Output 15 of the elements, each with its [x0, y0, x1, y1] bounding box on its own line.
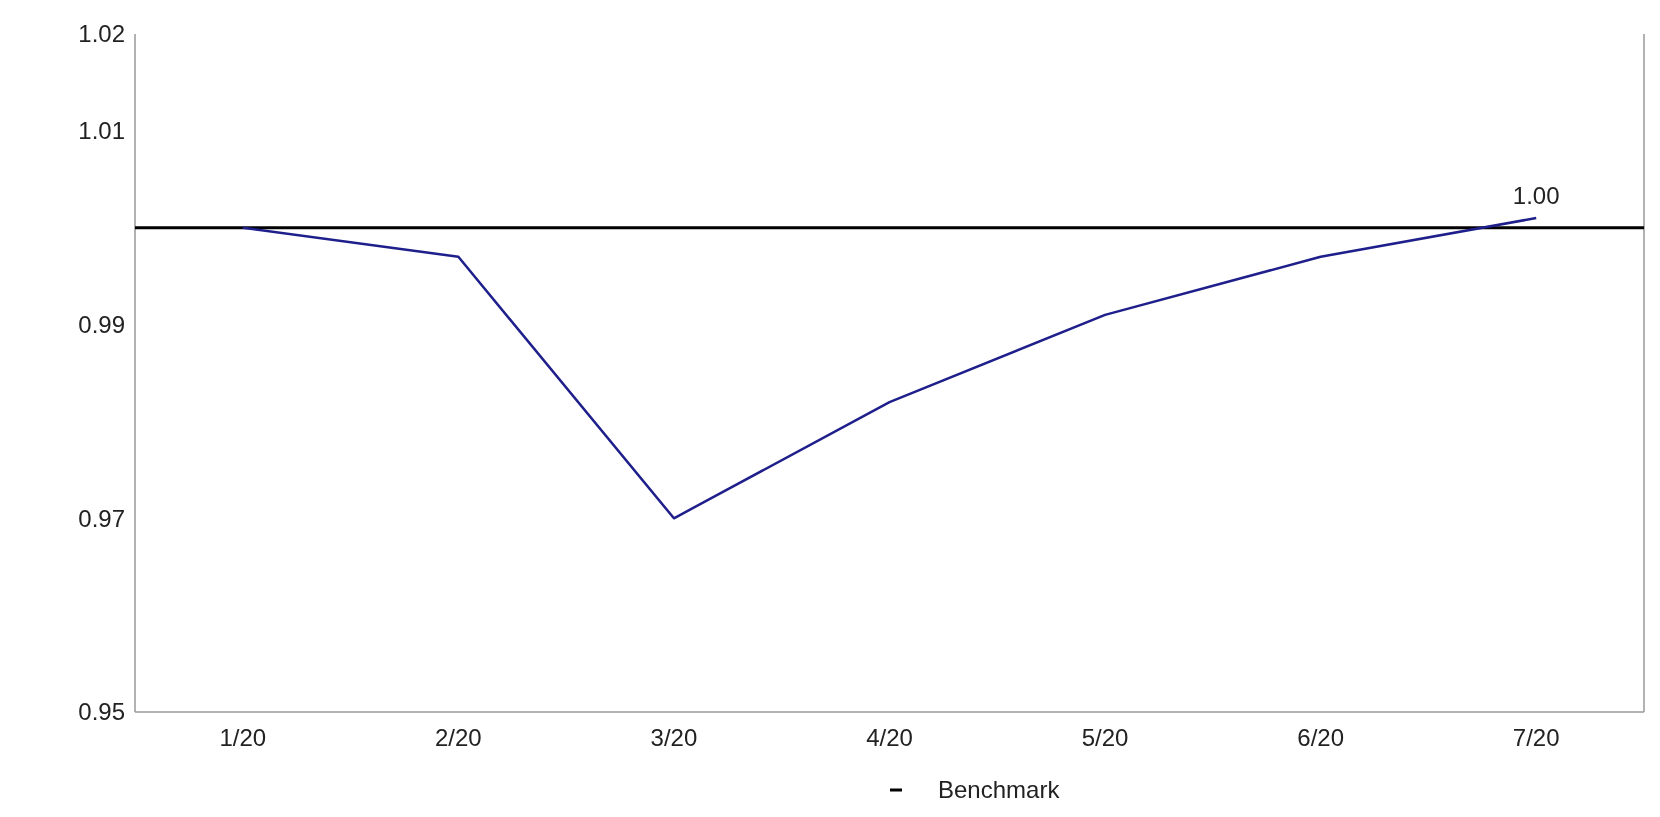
y-tick-label: 1.01 [78, 117, 125, 145]
x-tick-label: 1/20 [219, 724, 267, 751]
line-series [241, 216, 1538, 520]
x-tick-label: 5/20 [1081, 724, 1129, 751]
y-tick-label: 0.97 [78, 504, 125, 532]
y-tick-label: 1.02 [78, 20, 125, 48]
legend-label: Benchmark [938, 776, 1061, 804]
y-tick-label: 0.95 [78, 698, 125, 726]
x-tick-label: 2/20 [435, 724, 482, 751]
x-tick-label: 4/20 [866, 724, 913, 751]
x-tick-label: 7/20 [1512, 724, 1560, 751]
x-tick-label: 3/20 [650, 724, 698, 751]
x-tick-label: 6/20 [1297, 724, 1344, 751]
data-label: 1.00 [1512, 182, 1560, 210]
y-tick-label: 0.99 [78, 310, 125, 338]
